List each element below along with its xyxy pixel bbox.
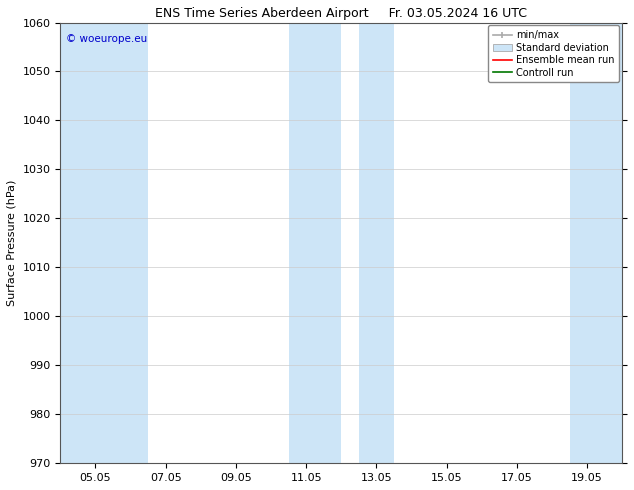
- Title: ENS Time Series Aberdeen Airport     Fr. 03.05.2024 16 UTC: ENS Time Series Aberdeen Airport Fr. 03.…: [155, 7, 527, 20]
- Bar: [288, 23, 341, 464]
- Bar: [60, 23, 113, 464]
- Y-axis label: Surface Pressure (hPa): Surface Pressure (hPa): [7, 180, 17, 306]
- Bar: [569, 23, 622, 464]
- Text: © woeurope.eu: © woeurope.eu: [66, 33, 147, 44]
- Bar: [359, 23, 394, 464]
- Legend: min/max, Standard deviation, Ensemble mean run, Controll run: min/max, Standard deviation, Ensemble me…: [488, 25, 619, 82]
- Bar: [113, 23, 148, 464]
